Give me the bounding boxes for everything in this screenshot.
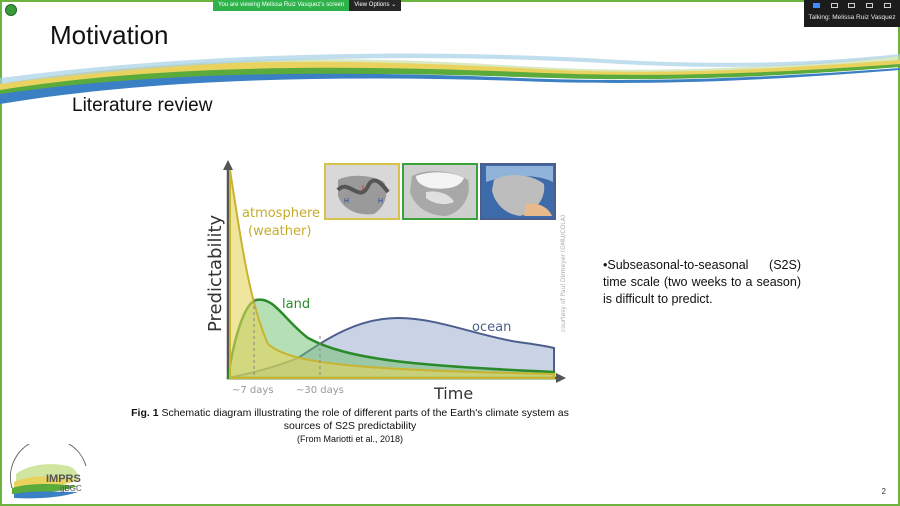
predictability-diagram: H L H atmosphere (weather) land ocean Pr… [205, 160, 567, 403]
logo-gbgc: gBGC [60, 484, 82, 493]
share-banner-text: You are viewing Melissa Ruiz Vasquez's s… [213, 0, 350, 11]
svg-text:H: H [378, 198, 383, 205]
caption-source: (From Mariotti et al., 2018) [296, 434, 404, 444]
logo-imprs: IMPRS [46, 473, 81, 485]
talking-indicator: Talking: Melissa Ruiz Vasquez [808, 14, 896, 21]
map-atmosphere-thumbnail: H L H [324, 163, 400, 220]
zoom-status-icon[interactable] [5, 4, 17, 16]
map-land-thumbnail [402, 163, 478, 220]
caption-label: Fig. 1 [131, 407, 159, 419]
gallery-view-icon[interactable] [830, 3, 838, 8]
x-axis-label: Time [433, 384, 473, 403]
page-number: 2 [881, 487, 886, 496]
imprs-logo: IMPRS gBGC [9, 444, 87, 499]
speaker-view-icon[interactable] [813, 3, 821, 8]
figure-caption: Fig. 1 Schematic diagram illustrating th… [130, 407, 570, 446]
strip-view-icon[interactable] [848, 3, 856, 8]
tick-30-days: ~30 days [296, 385, 344, 396]
ocean-label: ocean [472, 320, 511, 335]
figure-credit: courtesy of Paul Dirmeyer (GMU/COLA) [560, 215, 567, 332]
bullet-point: •Subseasonal-to-seasonal (S2S) time scal… [603, 258, 801, 306]
atmosphere-curve [229, 169, 555, 379]
map-ocean-thumbnail [480, 163, 556, 220]
atmosphere-label: atmosphere [242, 206, 320, 221]
view-options-button[interactable]: View Options ⌄ [349, 0, 402, 11]
slide-subtitle: Literature review [72, 95, 213, 116]
tick-7-days: ~7 days [232, 385, 274, 396]
screen-share-banner: You are viewing Melissa Ruiz Vasquez's s… [213, 0, 402, 11]
layout-icons [804, 0, 900, 8]
atmosphere-sub-label: (weather) [248, 224, 311, 239]
active-speaker-panel: Talking: Melissa Ruiz Vasquez [804, 0, 900, 27]
minimize-icon[interactable] [883, 3, 891, 8]
title-swoosh-decoration [0, 53, 900, 104]
slide-title: Motivation [50, 20, 169, 50]
bullet-text: Subseasonal-to-seasonal (S2S) time scale… [603, 258, 801, 306]
land-label: land [282, 297, 310, 312]
y-axis-label: Predictability [205, 214, 226, 332]
svg-text:L: L [362, 185, 366, 192]
caption-text: Schematic diagram illustrating the role … [158, 407, 569, 432]
svg-text:H: H [344, 198, 349, 205]
grid-view-icon[interactable] [866, 3, 874, 8]
